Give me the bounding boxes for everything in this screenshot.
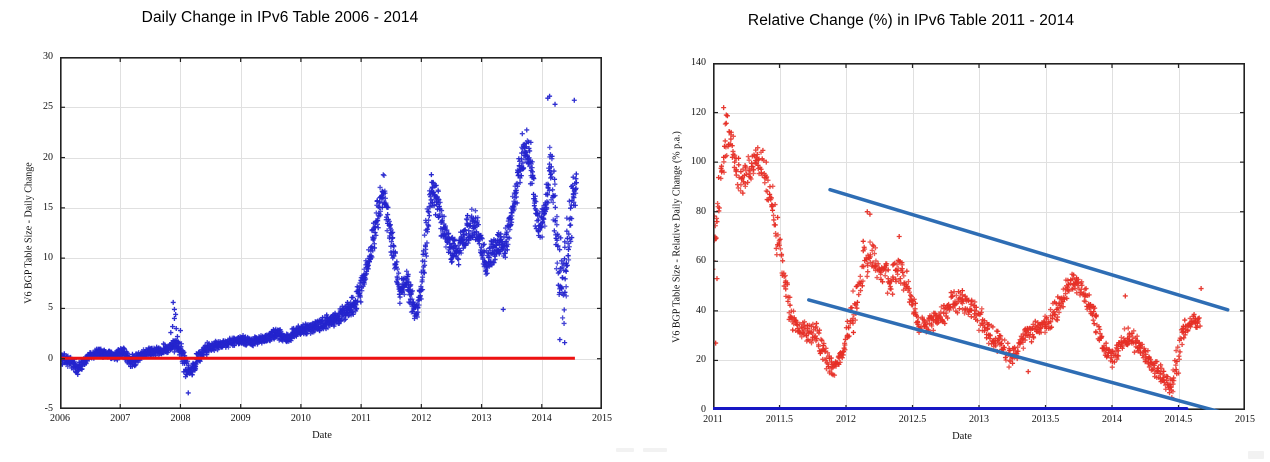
x-tick-label: 2012 bbox=[411, 413, 432, 424]
y-tick-label: 80 bbox=[696, 205, 706, 217]
render-artifact bbox=[616, 448, 634, 452]
x-tick-label: 2015 bbox=[592, 413, 612, 424]
x-tick-label: 2010 bbox=[290, 413, 311, 424]
right-chart-title: Relative Change (%) in IPv6 Table 2011 -… bbox=[747, 12, 1075, 29]
y-tick-label: 15 bbox=[43, 201, 53, 213]
y-tick-label: 140 bbox=[691, 57, 706, 68]
y-tick-label: 0 bbox=[701, 404, 706, 415]
y-tick-label: 0 bbox=[48, 352, 53, 364]
x-tick-label: 2013 bbox=[969, 414, 989, 425]
render-artifact bbox=[1248, 451, 1264, 459]
x-tick-label: 2013.5 bbox=[1031, 414, 1060, 425]
right-plot-canvas bbox=[713, 63, 1245, 410]
render-artifact bbox=[643, 448, 667, 452]
x-tick-label: 2009 bbox=[230, 413, 251, 424]
y-tick-label: 30 bbox=[43, 51, 53, 62]
y-tick-label: 20 bbox=[43, 151, 53, 163]
y-tick-label: 120 bbox=[691, 106, 706, 118]
x-tick-label: 2014.5 bbox=[1164, 414, 1193, 425]
x-tick-label: 2012.5 bbox=[898, 414, 927, 425]
x-tick-label: 2008 bbox=[170, 413, 191, 424]
y-tick-label: 20 bbox=[696, 354, 706, 366]
y-tick-label: 60 bbox=[696, 255, 706, 267]
x-tick-label: 2014 bbox=[531, 413, 552, 424]
y-tick-label: 5 bbox=[48, 302, 53, 314]
x-tick-label: 2007 bbox=[110, 413, 131, 424]
y-tick-label: 100 bbox=[691, 156, 706, 168]
y-tick-label: -5 bbox=[44, 403, 53, 414]
y-tick-label: 40 bbox=[696, 304, 706, 316]
y-tick-label: 10 bbox=[43, 252, 53, 264]
x-tick-label: 2015 bbox=[1235, 414, 1255, 425]
left-x-axis-title: Date bbox=[312, 430, 332, 441]
right-x-axis-title: Date bbox=[952, 431, 972, 442]
x-tick-label: 2013 bbox=[471, 413, 492, 424]
x-tick-label: 2006 bbox=[50, 413, 70, 424]
x-tick-label: 2011.5 bbox=[765, 414, 794, 425]
left-chart-title: Daily Change in IPv6 Table 2006 - 2014 bbox=[141, 9, 419, 26]
left-y-axis-title: V6 BGP Table Size - Daily Change bbox=[23, 162, 35, 304]
x-tick-label: 2012 bbox=[836, 414, 856, 425]
x-tick-label: 2014 bbox=[1102, 414, 1122, 425]
left-plot-canvas bbox=[60, 57, 602, 409]
x-tick-label: 2011 bbox=[351, 413, 371, 424]
y-tick-label: 25 bbox=[43, 101, 53, 113]
x-tick-label: 2011 bbox=[703, 414, 723, 425]
